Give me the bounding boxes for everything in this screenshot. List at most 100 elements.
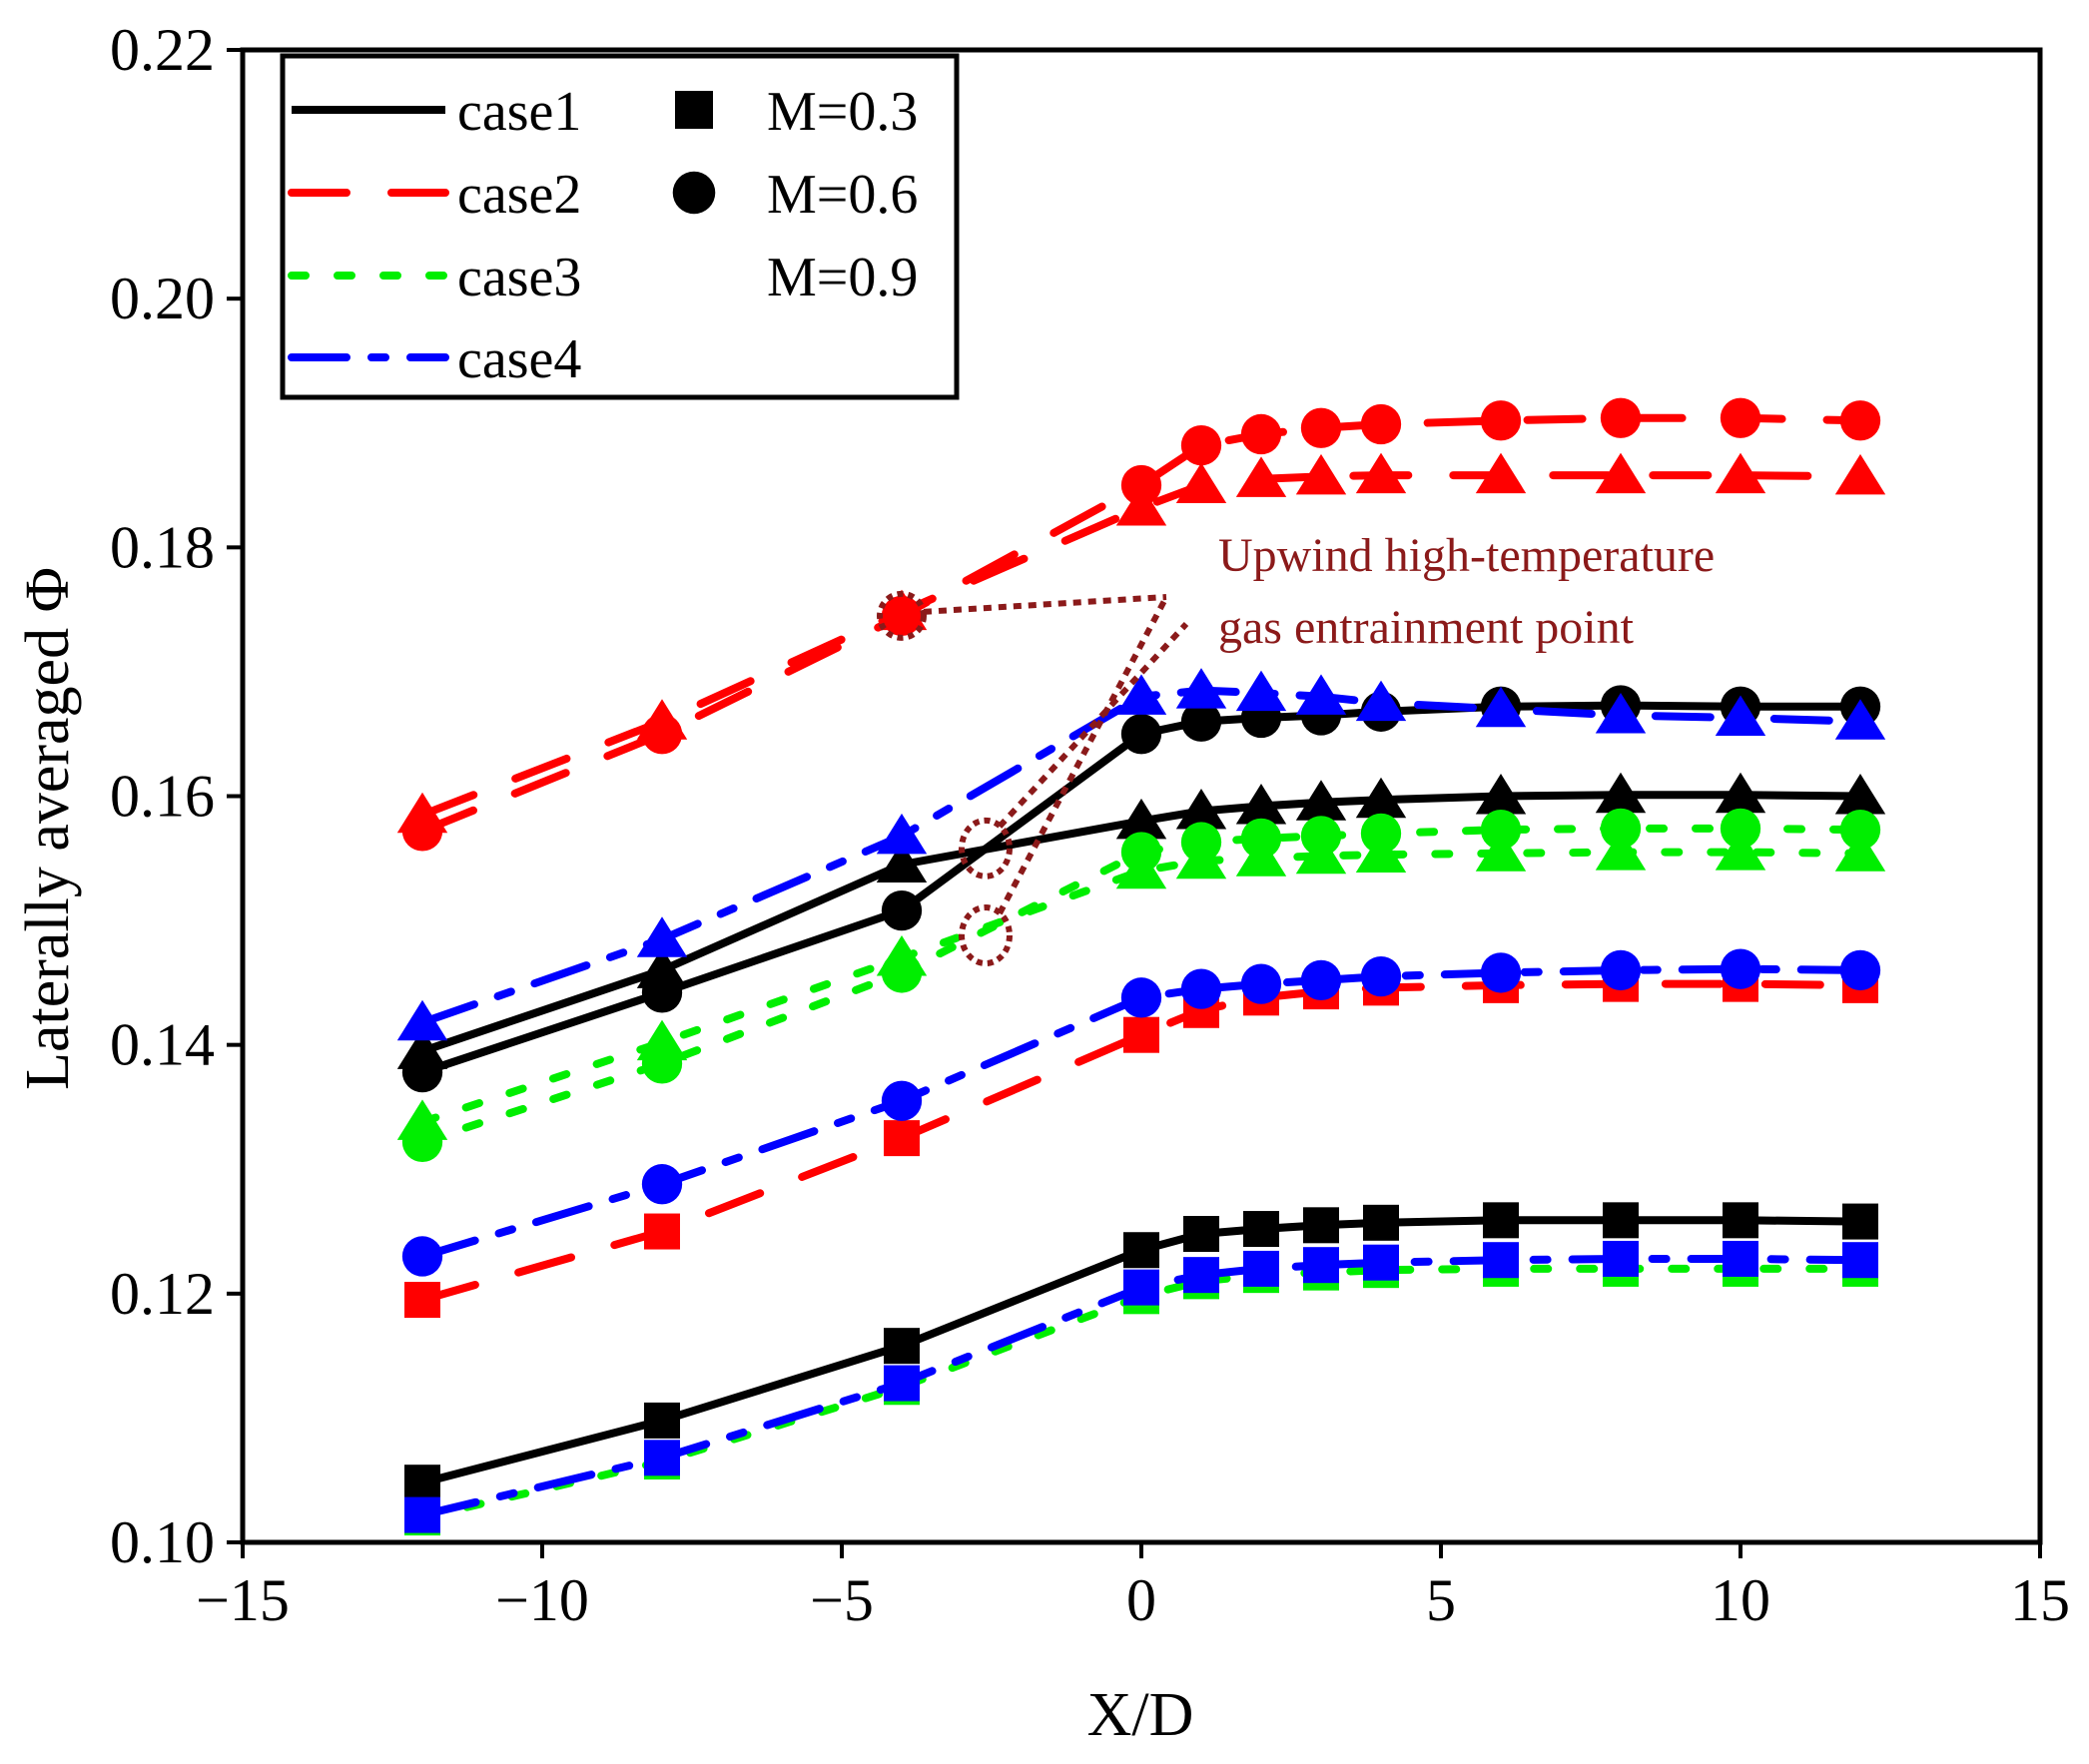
legend-label-case4: case4 <box>457 328 581 390</box>
legend: case1 case2 case3 case4 M=0.3 M=0.6 M=0.9 <box>280 53 960 400</box>
data-point-case4-circle <box>1300 959 1342 1001</box>
y-tick-label: 0.22 <box>110 17 215 83</box>
data-point-case2-triangle <box>876 589 928 631</box>
data-point-case4-square <box>1303 1247 1339 1284</box>
data-point-case4-square <box>1243 1250 1279 1287</box>
data-point-case4-circle <box>1120 977 1162 1018</box>
data-point-case1-triangle <box>1115 798 1167 840</box>
legend-label-case2: case2 <box>457 164 581 226</box>
axes-group: −15 −10 −5 0 5 10 15 0.10 0.12 0.14 0.16 0.18 0.20 0.… <box>110 17 2070 1633</box>
legend-label-case3: case3 <box>457 247 581 308</box>
data-point-case2-triangle <box>1595 452 1647 494</box>
data-point-case3-triangle <box>1715 830 1766 871</box>
data-point-case4-triangle <box>1475 686 1527 728</box>
data-point-case4-triangle <box>396 999 448 1041</box>
data-point-case1-circle <box>1120 714 1162 755</box>
data-point-case2-triangle <box>1355 452 1407 494</box>
data-point-case4-square <box>884 1365 920 1402</box>
data-point-case1-circle <box>1180 701 1222 742</box>
data-point-case4-circle <box>1180 968 1222 1009</box>
series-line-case1-square <box>420 1216 1861 1487</box>
data-point-case3-triangle <box>1355 832 1407 874</box>
data-point-case2-circle <box>1600 397 1642 438</box>
data-point-case3-triangle <box>876 934 928 976</box>
x-tick-label: −10 <box>495 1567 589 1633</box>
data-point-case4-triangle <box>636 916 688 957</box>
annotation-circle <box>959 817 1013 880</box>
data-point-case3-triangle <box>636 1019 688 1061</box>
data-point-case4-square <box>404 1496 440 1533</box>
data-point-case4-triangle <box>1175 668 1227 709</box>
y-tick-label: 0.18 <box>110 514 215 580</box>
data-point-case1-circle <box>881 889 923 931</box>
data-point-case3-triangle <box>1235 836 1287 877</box>
data-point-case2-circle <box>1720 397 1761 438</box>
data-point-case4-triangle <box>1235 670 1287 712</box>
data-point-case1-triangle <box>1355 777 1407 819</box>
data-point-case1-triangle <box>876 842 928 883</box>
x-tick-label: 15 <box>2010 1567 2070 1633</box>
data-point-case3-circle <box>1480 809 1522 851</box>
x-axis-title: X/D <box>1087 1681 1194 1749</box>
data-point-case3-triangle <box>1295 833 1347 875</box>
data-point-case1-square <box>404 1465 440 1501</box>
annotation-circle <box>877 590 927 641</box>
data-point-case1-square <box>1603 1202 1639 1239</box>
data-point-case1-square <box>1842 1203 1878 1240</box>
data-point-case1-square <box>1723 1202 1758 1239</box>
data-point-case2-triangle <box>1715 452 1766 494</box>
data-point-case1-square <box>1303 1207 1339 1244</box>
data-point-case2-circle <box>1839 400 1881 441</box>
data-point-case4-triangle <box>1355 680 1407 722</box>
data-point-case1-square <box>644 1402 680 1439</box>
data-point-case2-triangle <box>1175 462 1227 504</box>
annotation-circle <box>959 904 1013 967</box>
y-tick-label: 0.14 <box>110 1012 215 1078</box>
data-point-case1-triangle <box>1175 788 1227 830</box>
data-point-case1-triangle <box>396 1028 448 1069</box>
series-markers <box>396 397 1886 1536</box>
data-point-case2-square <box>644 1213 680 1250</box>
data-point-case1-square <box>1123 1232 1159 1269</box>
data-point-case4-square <box>1842 1242 1878 1279</box>
x-tick-label: −15 <box>196 1567 290 1633</box>
legend-label-triangle: M=0.9 <box>767 247 918 308</box>
data-point-case4-square <box>1363 1244 1399 1281</box>
data-point-case3-triangle <box>1115 848 1167 889</box>
data-point-case4-circle <box>1600 949 1642 991</box>
data-point-case3-circle <box>1600 808 1642 850</box>
data-point-case2-triangle <box>1475 452 1527 494</box>
data-point-case2-circle <box>1480 400 1522 441</box>
data-point-case1-triangle <box>1475 774 1527 815</box>
data-point-case2-triangle <box>1295 453 1347 495</box>
data-point-case3-triangle <box>1475 831 1527 872</box>
data-point-case2-triangle <box>1235 456 1287 497</box>
data-point-case2-triangle <box>1115 484 1167 526</box>
series-lines <box>418 413 1864 1522</box>
data-point-case4-circle <box>1480 952 1522 993</box>
series-line-case3-triangle <box>418 848 1864 1126</box>
data-point-case1-square <box>1243 1211 1279 1248</box>
data-point-case2-square <box>1123 1016 1159 1053</box>
x-tick-label: −5 <box>810 1567 874 1633</box>
annotation-leader <box>997 621 1189 829</box>
data-point-case4-circle <box>881 1080 923 1121</box>
data-point-case1-triangle <box>1715 772 1766 814</box>
data-point-case2-circle <box>1300 407 1342 448</box>
data-point-case3-circle <box>1839 809 1881 851</box>
data-point-case2-circle <box>1180 425 1222 466</box>
data-point-case2-square <box>404 1282 440 1319</box>
data-point-case1-triangle <box>1235 783 1287 825</box>
data-point-case2-circle <box>1240 413 1282 455</box>
data-point-case4-square <box>1123 1269 1159 1306</box>
series-line-case3-circle <box>418 824 1864 1146</box>
series-line-case2-triangle <box>418 471 1864 820</box>
data-point-case4-square <box>1183 1257 1219 1294</box>
y-tick-label: 0.20 <box>110 266 215 331</box>
data-point-case4-circle <box>1839 949 1881 991</box>
series-line-case1-triangle <box>420 791 1861 1055</box>
data-point-case4-circle <box>641 1164 683 1205</box>
y-axis-title: Laterally averaged Φ <box>14 567 82 1090</box>
data-point-case4-circle <box>1360 955 1402 997</box>
